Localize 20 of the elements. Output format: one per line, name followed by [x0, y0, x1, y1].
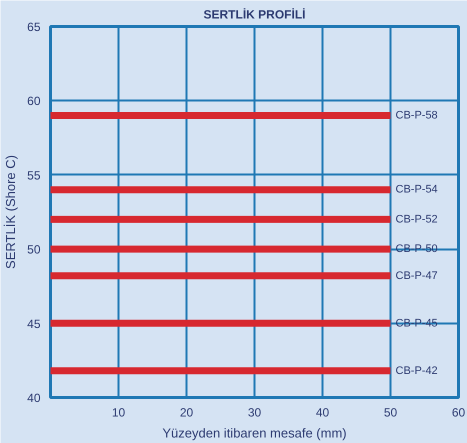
y-tick-label: 50	[27, 242, 41, 257]
series-label: CB-P-47	[396, 270, 438, 282]
y-tick-label: 65	[27, 20, 41, 34]
x-tick-label: 50	[384, 406, 398, 420]
series-label: CB-P-52	[396, 213, 438, 226]
series-label: CB-P-54	[396, 184, 438, 196]
y-axis-title: SERTLİK (Shore C)	[3, 155, 18, 269]
x-axis-title: Yüzeyden itibaren mesafe (mm)	[162, 426, 347, 440]
x-tick-label: 20	[180, 406, 194, 420]
x-tick-label: 30	[248, 406, 262, 420]
series-label: CB-P-42	[396, 364, 438, 377]
y-tick-label: 60	[27, 94, 41, 108]
y-tick-label: 40	[27, 391, 41, 405]
x-tick-label: 40	[316, 406, 330, 420]
x-tick-label: 60	[452, 406, 466, 420]
series-label: CB-P-58	[396, 110, 438, 122]
y-tick-label: 45	[27, 316, 41, 331]
y-tick-label: 55	[27, 168, 41, 182]
chart-title: SERTLİK PROFİLİ	[204, 8, 306, 22]
x-tick-label: 10	[112, 406, 126, 420]
